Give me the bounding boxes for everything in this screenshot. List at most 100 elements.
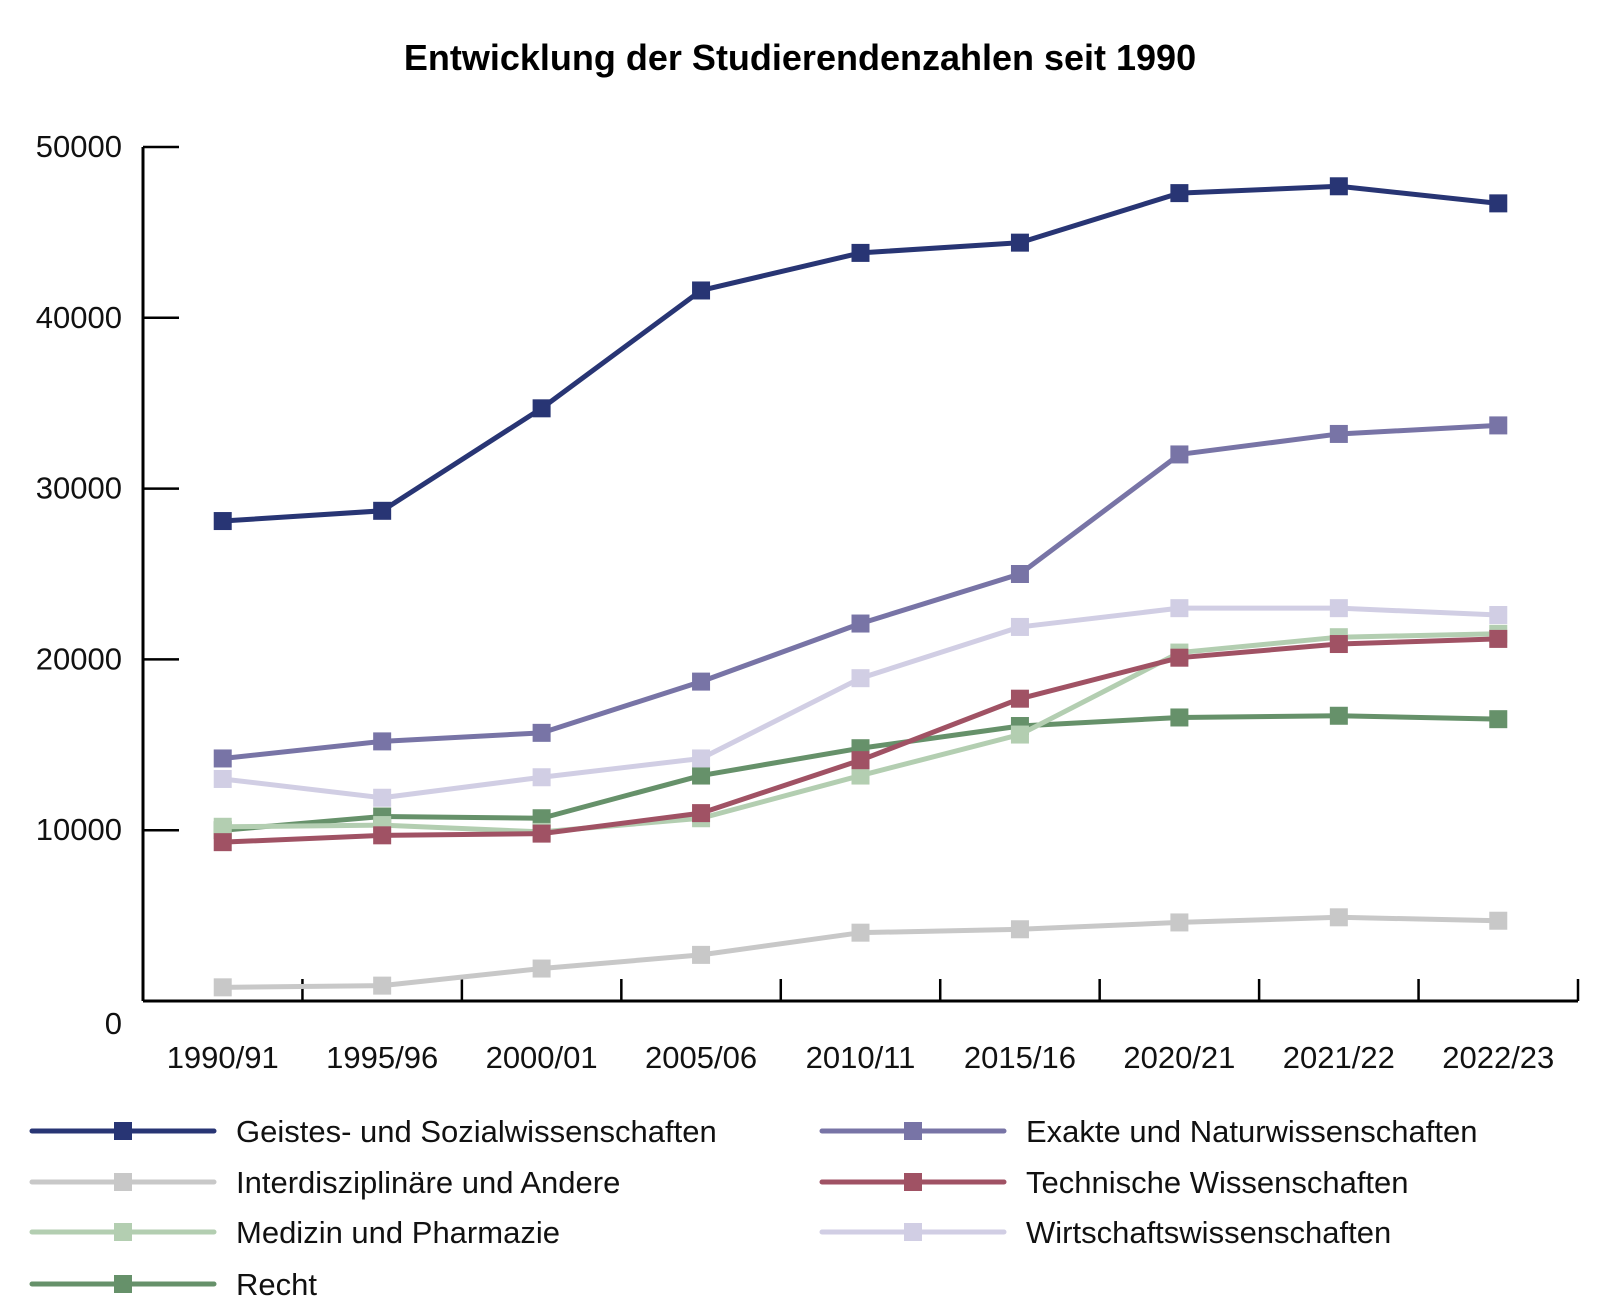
data-point-marker bbox=[532, 768, 551, 787]
data-point-marker bbox=[692, 945, 711, 964]
chart-title: Entwicklung der Studierendenzahlen seit … bbox=[404, 37, 1196, 78]
data-point-marker bbox=[1329, 908, 1348, 927]
x-tick-label: 2010/11 bbox=[806, 1040, 916, 1075]
legend-label: Recht bbox=[236, 1267, 317, 1302]
legend-item: Geistes- und Sozialwissenschaften bbox=[29, 1114, 717, 1149]
axes bbox=[141, 147, 1578, 1003]
legend-item: Exakte und Naturwissenschaften bbox=[819, 1114, 1477, 1149]
legend-label: Geistes- und Sozialwissenschaften bbox=[236, 1114, 717, 1149]
data-point-marker bbox=[213, 769, 232, 788]
data-point-marker bbox=[1010, 689, 1029, 708]
data-point-marker bbox=[1489, 911, 1508, 930]
legend-marker bbox=[114, 1122, 132, 1140]
legend-item: Interdisziplinäre und Andere bbox=[29, 1165, 620, 1200]
data-point-marker bbox=[851, 766, 870, 785]
data-point-marker bbox=[692, 749, 711, 768]
data-point-marker bbox=[692, 281, 711, 300]
data-point-marker bbox=[851, 669, 870, 688]
series-line bbox=[222, 631, 1499, 835]
legend-item: Recht bbox=[29, 1267, 317, 1302]
legend-label: Technische Wissenschaften bbox=[1026, 1165, 1409, 1200]
x-tick-label: 2020/21 bbox=[1123, 1040, 1235, 1075]
data-point-marker bbox=[213, 817, 232, 836]
data-point-marker bbox=[213, 512, 232, 531]
data-point-marker bbox=[213, 749, 232, 768]
data-point-marker bbox=[373, 826, 392, 845]
series-line bbox=[222, 422, 1499, 761]
data-point-marker bbox=[373, 788, 392, 807]
y-tick-label: 50000 bbox=[36, 129, 122, 164]
series-wirtschaftswissenschaften bbox=[213, 599, 1508, 807]
series-exakte-und-naturwissenschaften bbox=[213, 416, 1508, 768]
data-point-marker bbox=[213, 833, 232, 852]
legend-label: Exakte und Naturwissenschaften bbox=[1026, 1114, 1477, 1149]
legend: Geistes- und Sozialwissenschaften Exakte … bbox=[29, 1114, 1477, 1302]
data-point-marker bbox=[851, 923, 870, 942]
legend-marker bbox=[114, 1275, 132, 1293]
data-point-marker bbox=[1329, 599, 1348, 618]
data-point-marker bbox=[851, 614, 870, 633]
series-medizin-und-pharmazie bbox=[213, 624, 1508, 841]
data-point-marker bbox=[1010, 920, 1029, 939]
legend-label: Medizin und Pharmazie bbox=[236, 1215, 560, 1250]
legend-marker bbox=[904, 1223, 922, 1241]
data-point-marker bbox=[1170, 445, 1189, 464]
data-point-marker bbox=[373, 976, 392, 995]
data-point-marker bbox=[1489, 629, 1508, 648]
y-tick-label: 30000 bbox=[36, 471, 122, 506]
data-point-marker bbox=[851, 243, 870, 262]
x-tick-label: 2005/06 bbox=[645, 1040, 757, 1075]
data-point-marker bbox=[1329, 706, 1348, 725]
x-axis-ticks: 1990/91 1995/96 2000/01 2005/06 2010/11 2015/… bbox=[167, 979, 1580, 1075]
data-point-marker bbox=[851, 751, 870, 770]
y-tick-label: 40000 bbox=[36, 300, 122, 335]
legend-marker bbox=[904, 1122, 922, 1140]
data-point-marker bbox=[1170, 184, 1189, 203]
y-tick-label: 0 bbox=[105, 1006, 122, 1041]
data-point-marker bbox=[1170, 599, 1189, 618]
data-point-marker bbox=[1170, 648, 1189, 667]
data-point-marker bbox=[692, 804, 711, 823]
data-point-marker bbox=[692, 672, 711, 691]
legend-label: Interdisziplinäre und Andere bbox=[236, 1165, 620, 1200]
legend-marker bbox=[114, 1223, 132, 1241]
legend-item: Technische Wissenschaften bbox=[819, 1165, 1409, 1200]
series-interdisziplinäre-und-andere bbox=[213, 908, 1508, 997]
data-point-marker bbox=[1010, 617, 1029, 636]
data-point-marker bbox=[1329, 424, 1348, 443]
legend-label: Wirtschaftswissenschaften bbox=[1026, 1215, 1391, 1250]
data-point-marker bbox=[1489, 605, 1508, 624]
data-point-marker bbox=[532, 824, 551, 843]
x-tick-label: 2000/01 bbox=[486, 1040, 598, 1075]
data-point-marker bbox=[532, 723, 551, 742]
legend-marker bbox=[114, 1173, 132, 1191]
data-point-marker bbox=[532, 959, 551, 978]
data-point-marker bbox=[692, 766, 711, 785]
data-point-marker bbox=[1329, 177, 1348, 196]
x-tick-label: 2015/16 bbox=[964, 1040, 1076, 1075]
data-point-marker bbox=[1010, 565, 1029, 583]
legend-item: Medizin und Pharmazie bbox=[29, 1215, 560, 1250]
x-tick-label: 2021/22 bbox=[1283, 1040, 1395, 1075]
legend-item: Wirtschaftswissenschaften bbox=[819, 1215, 1391, 1250]
series-technische-wissenschaften bbox=[213, 629, 1508, 852]
data-point-marker bbox=[532, 809, 551, 828]
series-geistes-und-sozialwissenschaften bbox=[213, 177, 1508, 531]
data-point-marker bbox=[1489, 710, 1508, 729]
data-point-marker bbox=[1329, 635, 1348, 654]
data-point-marker bbox=[1010, 725, 1029, 744]
data-point-marker bbox=[373, 501, 392, 520]
data-point-marker bbox=[213, 978, 232, 997]
x-tick-label: 2022/23 bbox=[1442, 1040, 1554, 1075]
data-point-marker bbox=[1010, 233, 1029, 252]
data-point-marker bbox=[1489, 194, 1508, 213]
x-tick-label: 1990/91 bbox=[167, 1040, 279, 1075]
legend-marker bbox=[904, 1173, 922, 1191]
y-axis-ticks: 0 10000 20000 30000 40000 50000 bbox=[36, 129, 179, 1041]
series-layer bbox=[213, 177, 1508, 997]
x-tick-label: 1995/96 bbox=[326, 1040, 438, 1075]
data-point-marker bbox=[532, 399, 551, 418]
data-point-marker bbox=[373, 732, 392, 751]
series-line bbox=[222, 183, 1499, 524]
